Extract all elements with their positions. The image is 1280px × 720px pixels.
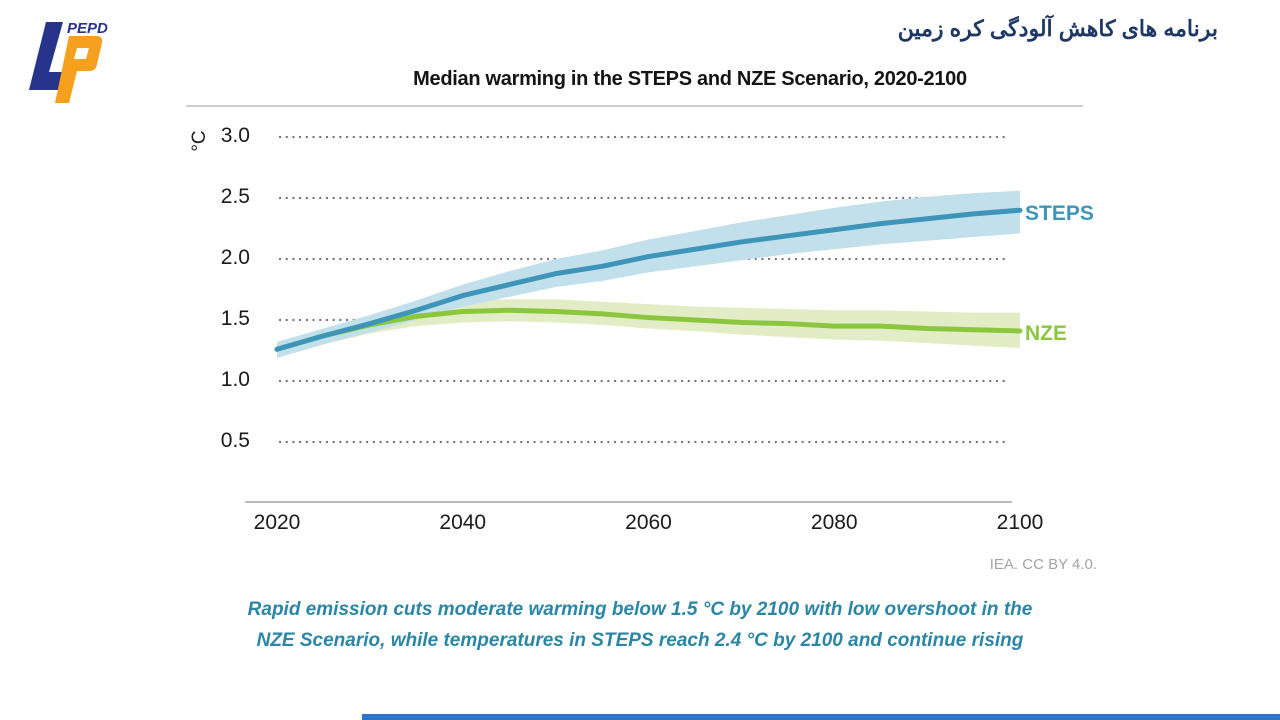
caption-line-2: NZE Scenario, while temperatures in STEP…: [256, 630, 1024, 651]
x-tick-label: 2060: [625, 511, 672, 534]
y-tick-label: 1.0: [220, 368, 250, 391]
x-tick-label: 2020: [253, 511, 301, 534]
pepd-logo: PEPD: [10, 6, 125, 108]
chart-caption: Rapid emission cuts moderate warming bel…: [0, 594, 1280, 656]
bottom-accent-bar: [362, 714, 1280, 720]
caption-line-1: Rapid emission cuts moderate warming bel…: [247, 599, 1033, 620]
x-tick-label: 2080: [810, 511, 858, 534]
x-tick-label: 2100: [996, 511, 1044, 534]
series-label-steps: STEPS: [1025, 202, 1094, 225]
y-tick-label: 0.5: [220, 429, 250, 452]
y-tick-label: 2.0: [220, 246, 250, 269]
median-line-nze: [274, 307, 1023, 352]
y-tick-label: 3.0: [220, 124, 250, 147]
x-tick-label: 2040: [439, 511, 487, 534]
logo-p-shape: [55, 36, 103, 103]
chart-title: Median warming in the STEPS and NZE Scen…: [413, 68, 967, 90]
series-label-nze: NZE: [1025, 322, 1067, 345]
uncertainty-band-steps: [277, 190, 1020, 358]
attribution-text: IEA. CC BY 4.0.: [989, 556, 1097, 573]
y-tick-label: 2.5: [220, 185, 250, 208]
pepd-logo-icon: PEPD: [29, 20, 108, 103]
logo-text: PEPD: [67, 20, 108, 37]
y-tick-label: 1.5: [220, 307, 250, 330]
median-line-steps: [274, 207, 1023, 352]
page-title-farsi: برنامه های کاهش آلودگی کره زمین: [897, 16, 1218, 41]
